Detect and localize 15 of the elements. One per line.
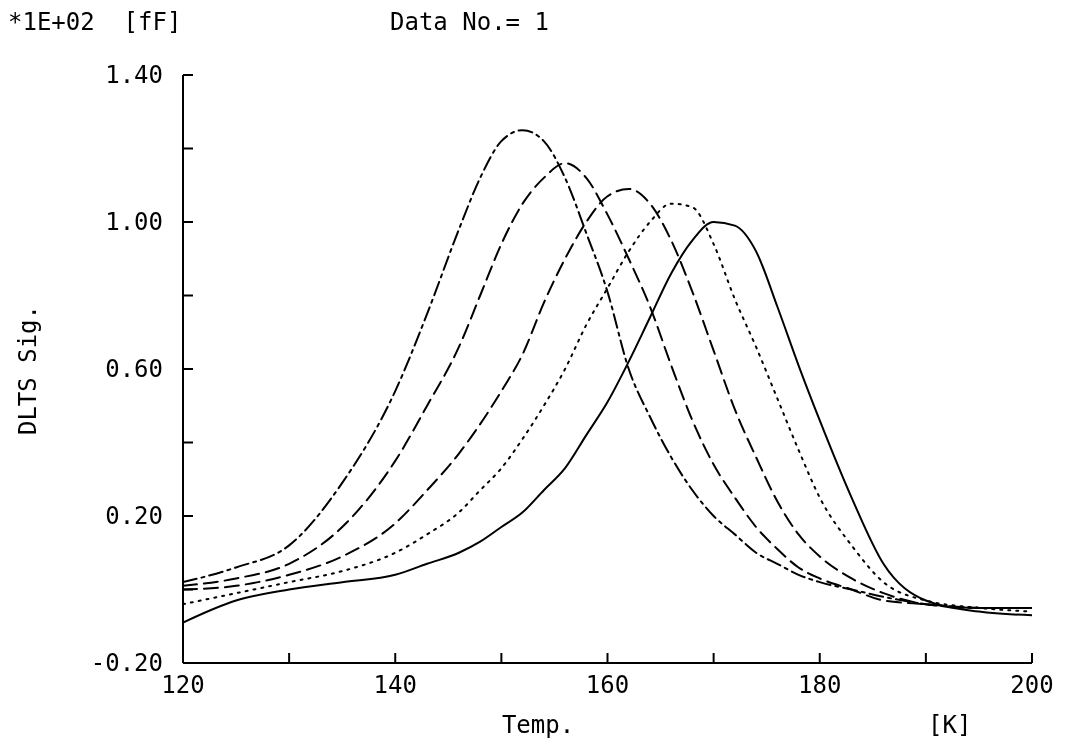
x-tick-label: 200 (1010, 671, 1054, 699)
chart-title: Data No.= 1 (390, 8, 549, 36)
x-tick-label: 160 (585, 671, 630, 699)
y-tick-label: 1.40 (105, 61, 163, 89)
y-tick-label: 1.00 (105, 208, 163, 236)
x-tick-label: 180 (798, 671, 842, 699)
text: [K] (928, 711, 972, 739)
y-tick-label: -0.20 (90, 649, 163, 677)
y-axis-title: DLTS Sig. (14, 304, 42, 436)
x-tick-label: 120 (161, 671, 205, 699)
y-tick-label: 0.20 (105, 502, 163, 530)
text: *1E+02 [fF] (8, 8, 182, 36)
x-axis-title: Temp. (501, 711, 575, 739)
y-tick-label: 0.60 (105, 355, 163, 383)
x-tick-label: 140 (373, 671, 417, 699)
